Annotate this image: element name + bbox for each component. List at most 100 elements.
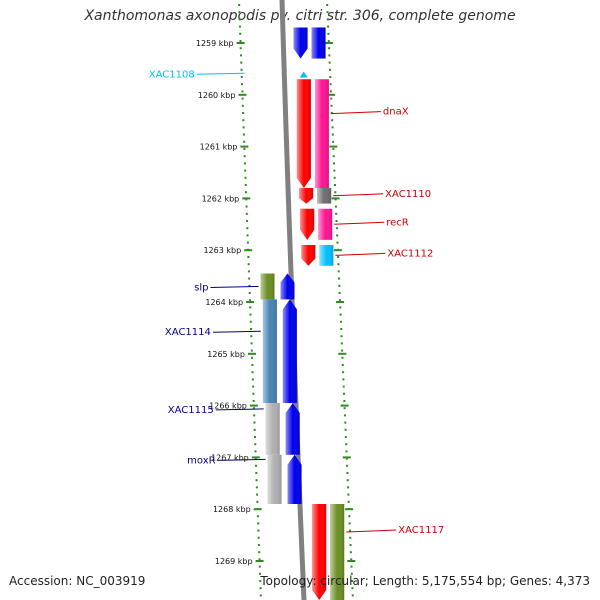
tick-dot [252, 407, 255, 410]
label-leader [215, 408, 264, 411]
tick-dot [258, 558, 261, 561]
kbp-tick-label: 1268 kbp [213, 505, 251, 514]
tick-dot [251, 364, 254, 366]
tick-dot [254, 457, 257, 460]
tick-dot [254, 450, 257, 453]
accession-text: Accession: NC_003919 [9, 574, 146, 588]
tick-dot [243, 162, 246, 165]
tick-dot [238, 25, 241, 28]
label-leader [346, 529, 397, 533]
label-leader [196, 72, 245, 75]
tick-dot [244, 176, 247, 179]
tick-dot [256, 515, 259, 518]
tick-dot [256, 500, 259, 503]
tick-dot [333, 169, 336, 172]
feature-bar-shade [260, 273, 275, 300]
gene-label[interactable]: recR [386, 217, 409, 228]
tick-dot [349, 544, 352, 546]
tick-dot [337, 256, 340, 258]
tick-dot [337, 263, 340, 266]
feature-bar-shade [311, 27, 326, 59]
gene-label[interactable]: XAC1108 [149, 69, 195, 80]
tick-dot [240, 76, 243, 78]
tick-dot [335, 220, 338, 222]
tick-dot [257, 536, 260, 539]
tick-dot [328, 47, 331, 50]
tick-dot [254, 443, 257, 446]
tick-dot [343, 407, 346, 410]
tick-dot [329, 90, 332, 93]
feature-bar-shade [318, 208, 333, 240]
feature-bar-shade [265, 403, 280, 455]
tick-dot [255, 464, 258, 467]
tick-dot [326, 4, 329, 6]
gene-label[interactable]: XAC1114 [165, 327, 211, 338]
gene-label[interactable]: moxR [187, 455, 215, 466]
tick-dot [338, 299, 341, 302]
feature-bar-shade [317, 188, 332, 204]
gene-label[interactable]: slp [194, 282, 208, 293]
tick-dot [246, 241, 249, 244]
cds-arrow-shade [282, 299, 297, 404]
tick-dot [326, 11, 329, 14]
tick-dot [250, 328, 253, 330]
tick-dot [259, 572, 262, 575]
tick-dot [247, 263, 250, 266]
tick-dot [243, 140, 246, 143]
tick-dot [345, 443, 348, 446]
tick-dot [346, 464, 349, 467]
cds-arrow-shade [301, 245, 316, 266]
kbp-tick-label: 1261 kbp [200, 143, 238, 152]
tick-dot [332, 155, 335, 158]
tick-dot [246, 220, 249, 222]
tick-dot [242, 133, 245, 136]
tick-dot [340, 328, 343, 330]
tick-dot [249, 306, 252, 309]
tick-dot [340, 342, 343, 345]
tick-dot [252, 392, 255, 395]
tick-dot [346, 472, 349, 474]
tick-dot [337, 270, 340, 273]
tick-dot [245, 212, 248, 215]
tick-dot [329, 76, 332, 78]
tick-dot [253, 414, 256, 417]
label-leader [330, 111, 381, 115]
tick-dot [249, 313, 252, 316]
kbp-tick-label: 1262 kbp [202, 194, 240, 203]
label-leader [333, 193, 384, 197]
tick-dot [333, 176, 336, 179]
tick-dot [250, 342, 253, 345]
cds-arrow [299, 71, 308, 78]
tick-dot [245, 191, 248, 194]
tick-dot [351, 587, 354, 590]
kbp-tick-label: 1263 kbp [203, 246, 241, 255]
gene-label[interactable]: XAC1110 [385, 189, 431, 200]
tick-dot [330, 97, 333, 100]
gene-label[interactable]: dnaX [383, 107, 409, 118]
tick-dot [328, 61, 331, 64]
tick-dot [249, 320, 252, 323]
label-leader [335, 252, 386, 256]
tick-dot [339, 320, 342, 323]
tick-dot [346, 479, 349, 482]
tick-dot [243, 148, 246, 150]
tick-dot [344, 428, 347, 431]
gene-label[interactable]: XAC1115 [168, 405, 214, 416]
tick-dot [338, 277, 341, 280]
tick-dot [251, 378, 254, 381]
tick-dot [341, 356, 344, 359]
tick-dot [338, 292, 341, 294]
gene-label[interactable]: XAC1117 [398, 525, 444, 536]
tick-dot [351, 580, 354, 582]
tick-dot [244, 169, 247, 172]
tick-dot [248, 292, 251, 294]
tick-dot [242, 112, 245, 114]
gene-label[interactable]: XAC1112 [387, 248, 433, 259]
feature-bar-shade [319, 245, 334, 266]
tick-dot [341, 349, 344, 352]
tick-dot [327, 40, 330, 42]
tick-dot [351, 594, 354, 597]
tick-dot [239, 54, 242, 57]
kbp-tick-label: 1266 kbp [209, 402, 247, 411]
tick-dot [238, 18, 241, 21]
